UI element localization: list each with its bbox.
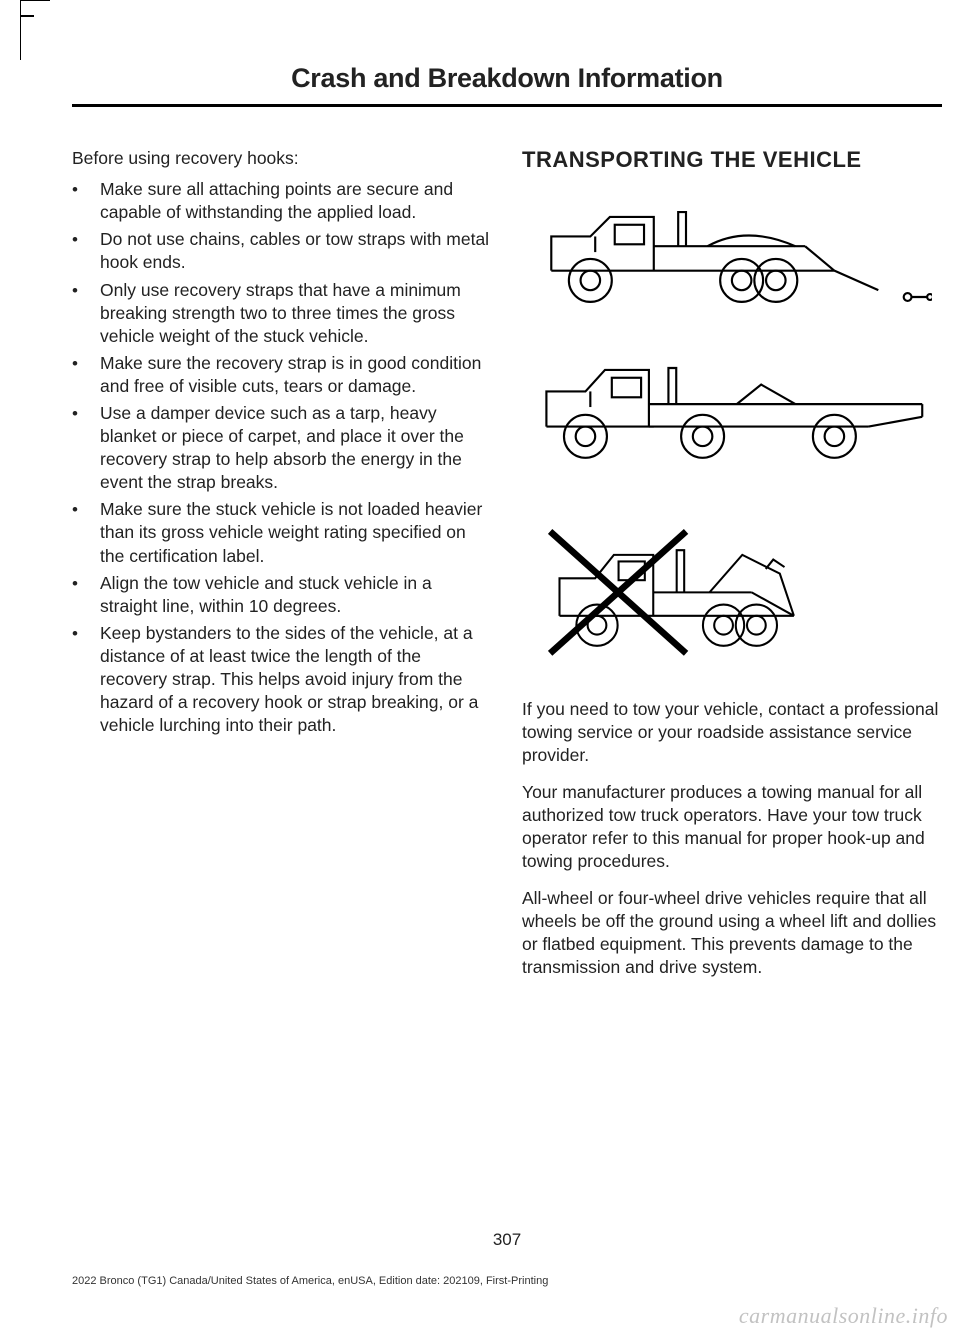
right-column: TRANSPORTING THE VEHICLE [522, 147, 942, 994]
paragraph: Your manufacturer produces a towing manu… [522, 781, 942, 873]
left-column: Before using recovery hooks: •Make sure … [72, 147, 492, 994]
page-header: Crash and Breakdown Information [72, 15, 942, 94]
bullet-list: •Make sure all attaching points are secu… [72, 178, 492, 737]
tow-truck-wheel-lift-diagram [522, 197, 942, 320]
bullet-icon: • [72, 178, 100, 224]
bullet-icon: • [72, 572, 100, 618]
list-item: •Align the tow vehicle and stuck vehicle… [72, 572, 492, 618]
paragraph: All-wheel or four-wheel drive vehicles r… [522, 887, 942, 979]
list-item: •Make sure all attaching points are secu… [72, 178, 492, 224]
bullet-icon: • [72, 352, 100, 398]
crop-mark [20, 0, 50, 60]
list-item: •Only use recovery straps that have a mi… [72, 279, 492, 348]
list-item: •Do not use chains, cables or tow straps… [72, 228, 492, 274]
list-item: •Keep bystanders to the sides of the veh… [72, 622, 492, 737]
list-item: •Make sure the recovery strap is in good… [72, 352, 492, 398]
section-heading: TRANSPORTING THE VEHICLE [522, 147, 942, 173]
intro-text: Before using recovery hooks: [72, 147, 492, 171]
bullet-icon: • [72, 279, 100, 348]
header-title: Crash and Breakdown Information [72, 63, 942, 94]
list-item: •Use a damper device such as a tarp, hea… [72, 402, 492, 494]
content-columns: Before using recovery hooks: •Make sure … [72, 147, 942, 994]
list-item: •Make sure the stuck vehicle is not load… [72, 498, 492, 567]
bullet-icon: • [72, 498, 100, 567]
page-container: Crash and Breakdown Information Before u… [72, 15, 942, 1305]
header-divider [72, 104, 942, 107]
footer-text: 2022 Bronco (TG1) Canada/United States o… [72, 1275, 548, 1287]
bullet-icon: • [72, 228, 100, 274]
bullet-icon: • [72, 402, 100, 494]
paragraph: If you need to tow your vehicle, contact… [522, 698, 942, 767]
page-number: 307 [72, 1230, 942, 1250]
bullet-icon: • [72, 622, 100, 737]
flatbed-truck-diagram [522, 350, 942, 473]
tow-truck-crossed-out-diagram [522, 503, 942, 668]
watermark: carmanualsonline.info [739, 1303, 948, 1329]
